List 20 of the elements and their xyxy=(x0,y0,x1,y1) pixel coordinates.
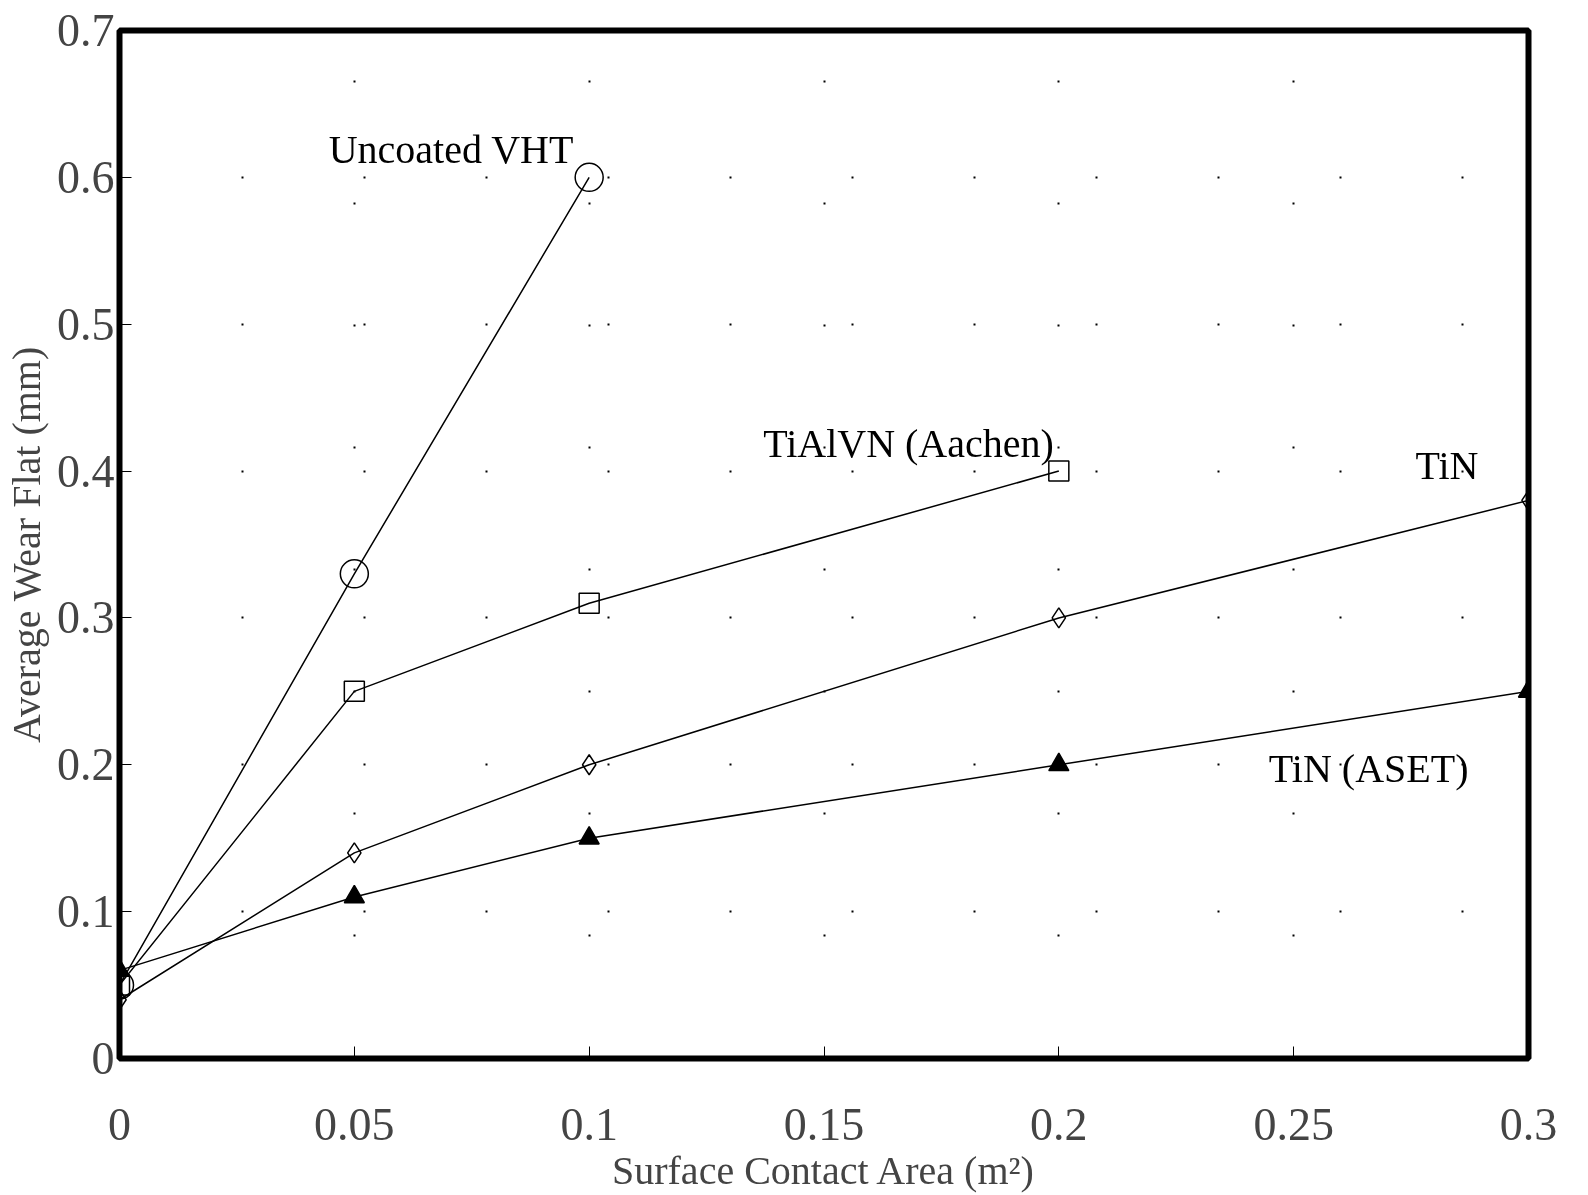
x-tick-label: 0.3 xyxy=(1499,1098,1558,1150)
series-label: Uncoated VHT xyxy=(328,127,574,173)
x-axis-title: Surface Contact Area (m²) xyxy=(611,1147,1034,1193)
x-tick-label: 0.2 xyxy=(1030,1098,1088,1150)
x-tick-label: 0.25 xyxy=(1253,1098,1334,1150)
series-label: TiN xyxy=(1415,443,1479,489)
y-tick-label: 0.6 xyxy=(57,151,115,203)
y-tick-label: 0.7 xyxy=(57,5,115,56)
series-label: TiAlVN (Aachen) xyxy=(763,421,1054,467)
y-tick-label: 0.1 xyxy=(57,886,115,938)
y-tick-label: 0.5 xyxy=(57,298,115,350)
x-tick-label: 0.1 xyxy=(560,1098,618,1150)
x-tick-label: 0.05 xyxy=(314,1098,395,1150)
x-tick-label: 0.15 xyxy=(783,1098,865,1150)
y-tick-label: 0.3 xyxy=(57,592,115,644)
y-tick-label: 0.2 xyxy=(57,739,115,791)
y-tick-label: 0 xyxy=(91,1033,115,1084)
y-tick-label: 0.4 xyxy=(57,445,115,497)
series-label: TiN (ASET) xyxy=(1268,746,1469,792)
y-axis-title: Average Wear Flat (mm) xyxy=(4,346,49,743)
